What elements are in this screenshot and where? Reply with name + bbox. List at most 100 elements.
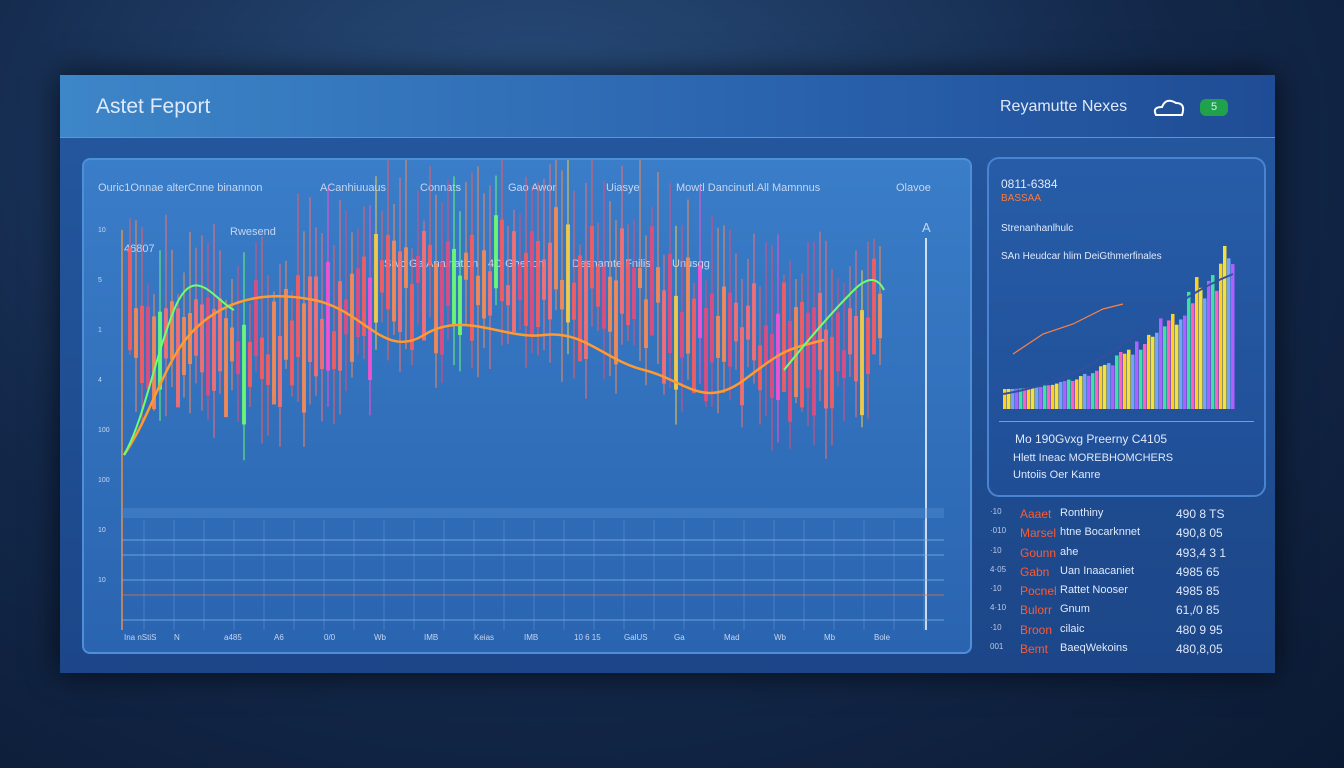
bar xyxy=(1031,387,1035,409)
candle xyxy=(554,207,558,290)
candle xyxy=(686,257,690,354)
list-row[interactable]: ·010 Marsel htne Bocarknnet 490,8 05 xyxy=(990,526,1270,545)
bar xyxy=(1143,344,1147,409)
chart-label: Unusgg xyxy=(672,258,710,270)
candle xyxy=(794,307,798,397)
candle xyxy=(524,252,528,326)
column-header: ACanhiuuaus xyxy=(320,182,387,194)
candle xyxy=(518,264,522,301)
bar xyxy=(1011,388,1015,409)
list-row[interactable]: 4·05 Gabn Uan Inaacaniet 4985 65 xyxy=(990,565,1270,584)
bar xyxy=(1111,365,1115,409)
bar xyxy=(1175,324,1179,409)
candle xyxy=(482,250,486,319)
row-value: 61,/0 85 xyxy=(1176,603,1220,618)
bar xyxy=(1151,336,1155,409)
side-line: Strenanhanlhulc xyxy=(1001,223,1074,234)
bar xyxy=(1211,275,1215,409)
bar xyxy=(1007,388,1011,409)
row-desc: Gnum xyxy=(1060,603,1090,616)
list-row[interactable]: ·10 Aaaet Ronthiny 490 8 TS xyxy=(990,507,1270,526)
side-code: 0811-6384 xyxy=(1001,177,1058,191)
column-header: Mowtl Dancinutl.All Mamnnus xyxy=(676,182,821,194)
bar xyxy=(1223,245,1227,409)
trend xyxy=(122,295,825,456)
candle xyxy=(590,226,594,289)
bar xyxy=(1183,315,1187,409)
row-value: 480 9 95 xyxy=(1176,622,1223,637)
info-line: Hlett Ineac MOREBHOMCHERS xyxy=(1013,452,1174,464)
candle xyxy=(770,333,774,399)
candle xyxy=(338,281,342,371)
row-name: Broon xyxy=(1020,622,1053,637)
list-row[interactable]: 4·10 Bulorr Gnum 61,/0 85 xyxy=(990,603,1270,622)
header-link[interactable]: Reyamutte Nexes xyxy=(1000,98,1128,115)
candle xyxy=(260,337,264,380)
candle xyxy=(410,284,414,350)
bar xyxy=(1155,332,1159,409)
candle xyxy=(128,247,132,351)
candle xyxy=(722,286,726,362)
x-label: Bole xyxy=(874,633,891,642)
list-row[interactable]: ·10 Broon cilaic 480 9 95 xyxy=(990,623,1270,642)
bar xyxy=(1055,383,1059,409)
bar xyxy=(1107,363,1111,409)
candle xyxy=(746,305,750,340)
x-label: Mad xyxy=(724,633,740,642)
candle xyxy=(602,266,606,329)
row-value: 4985 85 xyxy=(1176,584,1220,599)
candle xyxy=(848,308,852,355)
bar xyxy=(1215,290,1219,409)
bar xyxy=(1095,370,1099,409)
bar xyxy=(1171,313,1175,409)
main-panel: Ouric1Onnae alterCnne binannon ACanhiuuau… xyxy=(82,139,972,654)
list-row[interactable]: 001 Bemt BaeqWekoins 480,8,05 xyxy=(990,642,1270,661)
list-row[interactable]: ·10 Gounn ahe 493,4 3 1 xyxy=(990,546,1270,565)
candle xyxy=(272,301,276,405)
candle xyxy=(866,317,870,374)
candle xyxy=(230,327,234,362)
candle xyxy=(464,252,468,280)
candle xyxy=(830,336,834,409)
trend xyxy=(1012,303,1124,355)
bar xyxy=(1023,388,1027,409)
x-label: Ga xyxy=(674,633,685,642)
y-label: 10 xyxy=(98,227,106,234)
row-index: 001 xyxy=(990,642,1004,652)
candle xyxy=(626,260,630,326)
badge[interactable]: 5 xyxy=(1200,99,1228,116)
bar xyxy=(1051,384,1055,409)
candle xyxy=(530,231,534,338)
candle xyxy=(470,234,474,341)
row-name: Marsel xyxy=(1020,526,1057,541)
candle xyxy=(134,308,138,358)
bar xyxy=(1227,258,1231,409)
x-label: Mb xyxy=(824,633,836,642)
bar xyxy=(1159,318,1163,409)
row-name: Pocnel xyxy=(1020,584,1057,599)
trend xyxy=(123,279,885,456)
x-label: Keias xyxy=(474,633,494,642)
candle xyxy=(656,267,660,303)
bar xyxy=(1027,387,1031,409)
candle xyxy=(608,276,612,332)
candle xyxy=(614,280,618,365)
side-sub: BASSAA xyxy=(1001,193,1042,204)
column-header: Olavoe xyxy=(896,182,931,194)
list-row[interactable]: ·10 Pocnel Rattet Nooser 4985 85 xyxy=(990,584,1270,603)
bar xyxy=(1163,326,1167,409)
candle xyxy=(788,320,792,422)
bar xyxy=(1179,319,1183,409)
chart-label: A xyxy=(922,220,931,235)
info-line: Mo 190Gvxg Preerny C4105 xyxy=(1015,432,1168,446)
side-panel: 0811-6384 BASSAA Strenanhanlhulc SAn Heu… xyxy=(987,157,1266,497)
bar xyxy=(1087,375,1091,409)
candle xyxy=(296,275,300,358)
candle xyxy=(302,303,306,413)
row-name: Gounn xyxy=(1020,545,1057,560)
info-box: Mo 190Gvxg Preerny C4105 Hlett Ineac MOR… xyxy=(999,421,1254,488)
bar xyxy=(1099,366,1103,409)
candle xyxy=(170,301,174,360)
row-value: 493,4 3 1 xyxy=(1176,545,1227,560)
cloud-icon[interactable] xyxy=(1150,95,1190,121)
